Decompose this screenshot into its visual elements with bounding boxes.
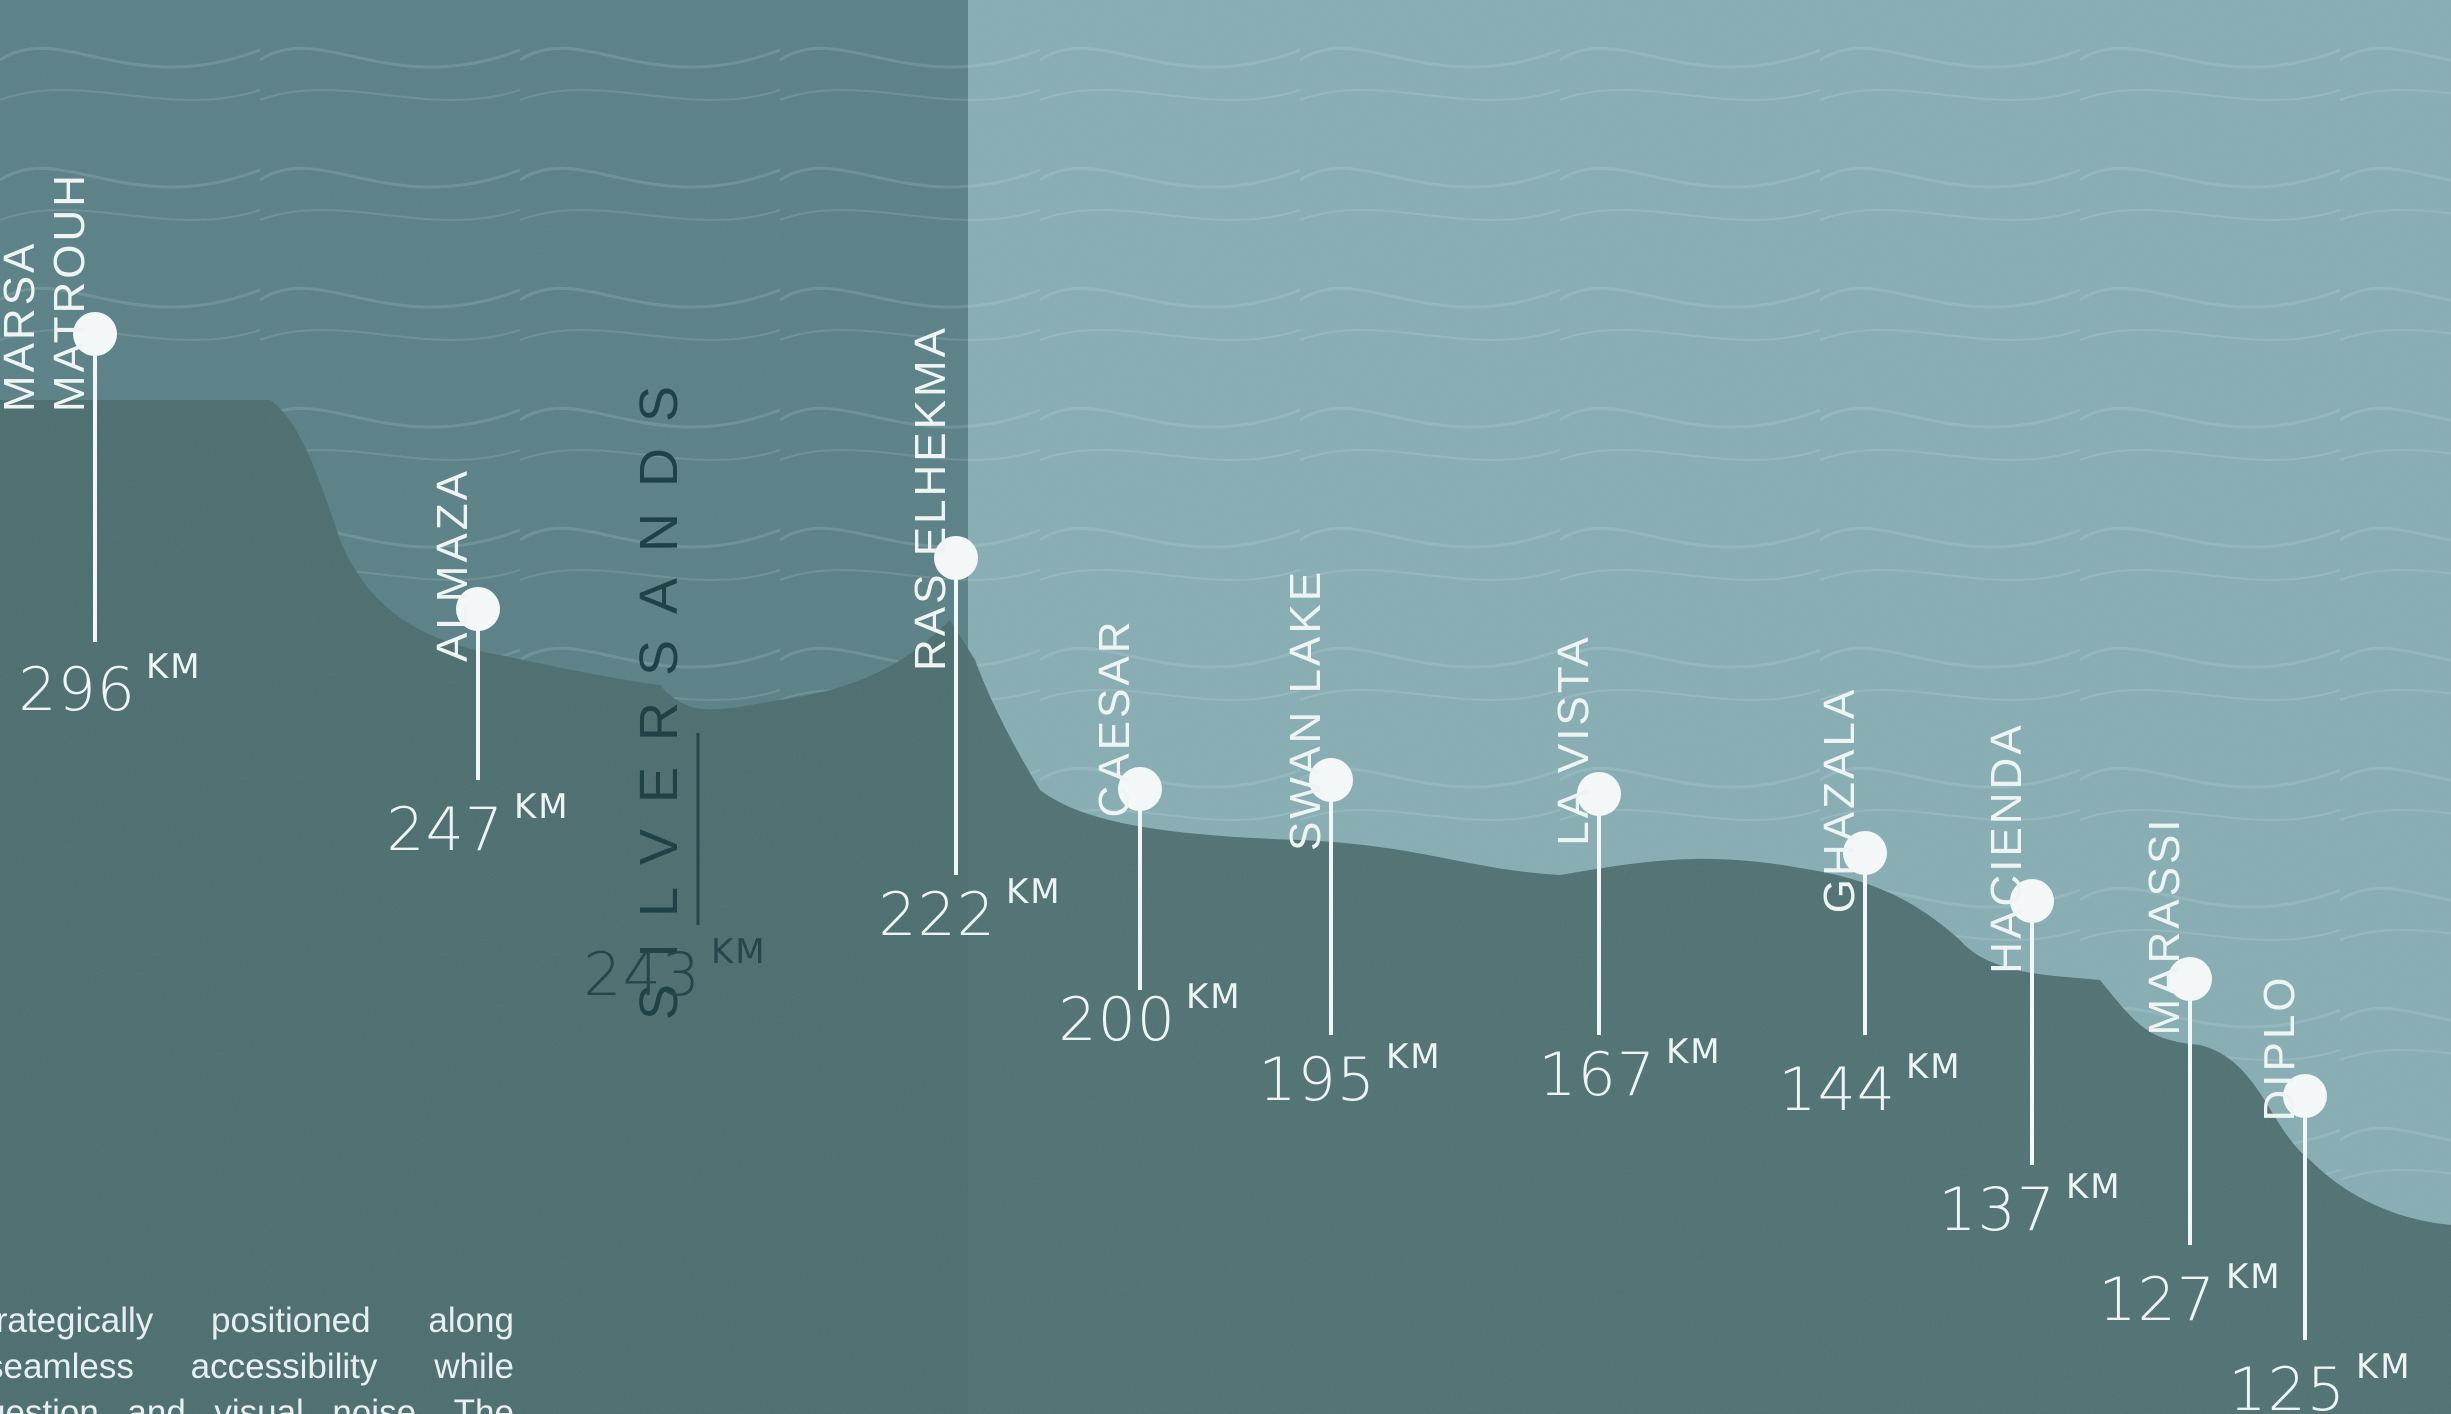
marker-name-line: ALMAZA — [428, 467, 477, 663]
distance-value: 167 — [1538, 1040, 1656, 1110]
marker-dot[interactable] — [1309, 758, 1353, 802]
distance-unit: KM — [1185, 977, 1242, 1017]
marker-name: HACIENDA — [1982, 722, 2032, 973]
distance-unit: KM — [2065, 1167, 2122, 1207]
marker-dot[interactable] — [934, 536, 978, 580]
marker-name-line: MARSA — [0, 240, 44, 413]
marker-dot[interactable] — [1577, 772, 1621, 816]
marker-dot[interactable] — [2010, 879, 2054, 923]
distance-value: 125 — [2228, 1355, 2346, 1414]
distance-unit: KM — [145, 647, 202, 687]
marker-dot[interactable] — [2168, 957, 2212, 1001]
marker-name: SWAN LAKE — [1281, 569, 1331, 851]
intro-line: seamless accessibility while — [0, 1347, 514, 1386]
marker-name-line: HACIENDA — [1982, 722, 2031, 974]
marker-name: GHAZALA — [1815, 687, 1865, 913]
marker-dot[interactable] — [456, 587, 500, 631]
distance-value: 200 — [1058, 985, 1176, 1055]
marker-dot[interactable] — [73, 312, 117, 356]
marker-name: MARASSI — [2140, 816, 2190, 1035]
distance-unit: KM — [2225, 1257, 2282, 1297]
marker-dot[interactable] — [2283, 1074, 2327, 1118]
marker-distance: 195 KM — [1258, 1037, 1441, 1115]
marker-name: DIPLO — [2255, 974, 2305, 1121]
marker-name-line: SWAN LAKE — [1281, 568, 1330, 852]
marker-dot[interactable] — [1843, 831, 1887, 875]
marker-name-line: RAS ELHEKMA — [906, 325, 955, 671]
distance-unit: KM — [1665, 1032, 1722, 1072]
marker-name: LA VISTA — [1549, 634, 1599, 846]
intro-line: trategically positioned along — [0, 1301, 514, 1340]
marker-distance: 137 KM — [1938, 1167, 2121, 1245]
distance-unit: KM — [1905, 1047, 1962, 1087]
distance-unit: KM — [2355, 1347, 2412, 1387]
distance-value: 137 — [1938, 1175, 2056, 1245]
marker-name-line: GHAZALA — [1815, 686, 1864, 914]
marker-name-line: MARASSI — [2140, 816, 2189, 1036]
distance-value: 296 — [18, 655, 136, 725]
marker-distance: 127 KM — [2098, 1257, 2281, 1335]
brand-logo: SILVERSANDS — [629, 359, 689, 1021]
distance-unit: KM — [513, 787, 570, 827]
intro-paragraph: trategically positioned along seamless a… — [0, 1298, 514, 1414]
marker-name-line: MATROUH — [45, 171, 94, 413]
marker-name-line: CAESAR — [1090, 618, 1139, 818]
marker-dot[interactable] — [1118, 767, 1162, 811]
distance-value: 144 — [1778, 1055, 1896, 1125]
marker-distance: 222 KM — [878, 872, 1061, 950]
distance-unit: KM — [1005, 872, 1062, 912]
distance-value: 127 — [2098, 1265, 2216, 1335]
intro-line: gestion and visual noise. The — [0, 1393, 514, 1414]
marker-name-line: LA VISTA — [1549, 634, 1598, 846]
marker-name-line: DIPLO — [2255, 974, 2304, 1122]
marker-distance: 167 KM — [1538, 1032, 1721, 1110]
marker-name: MARSA MATROUH — [0, 172, 95, 412]
marker-distance: 125 KM — [2228, 1347, 2411, 1414]
marker-distance: 247 KM — [386, 787, 569, 865]
distance-value: 195 — [1258, 1045, 1376, 1115]
project-distance: 243 KM — [583, 932, 767, 1010]
marker-distance: 144 KM — [1778, 1047, 1961, 1125]
distance-unit: KM — [1385, 1037, 1442, 1077]
marker-distance: 296 KM — [18, 647, 201, 725]
marker-name: CAESAR — [1090, 619, 1140, 818]
distance-value: 247 — [386, 795, 504, 865]
distance-value: 222 — [878, 880, 996, 950]
marker-name: ALMAZA — [428, 468, 478, 662]
marker-name: RAS ELHEKMA — [906, 325, 956, 671]
marker-distance: 200 KM — [1058, 977, 1241, 1055]
